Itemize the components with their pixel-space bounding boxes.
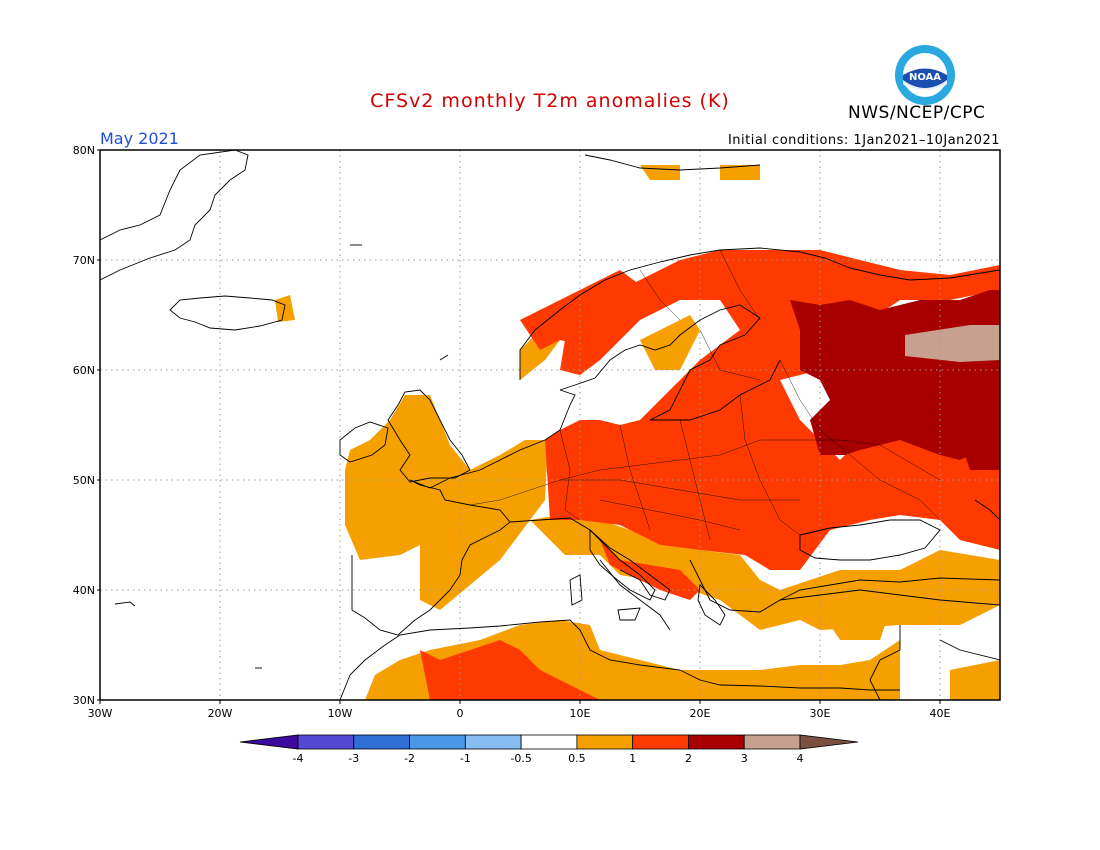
latitude-label: 40N	[73, 584, 95, 597]
coastlines	[100, 150, 1000, 700]
colorbar	[239, 734, 859, 750]
longitude-label: 30E	[810, 707, 831, 720]
colorbar-label: -3	[348, 752, 359, 765]
longitude-label: 40E	[930, 707, 951, 720]
colorbar-label: 1	[629, 752, 636, 765]
forecast-month: May 2021	[100, 129, 179, 148]
longitude-labels: 30W 20W 10W 0 10E 20E 30E 40E	[88, 700, 951, 720]
colorbar-segment	[409, 734, 466, 750]
colorbar-label: -0.5	[510, 752, 531, 765]
longitude-label: 10W	[328, 707, 353, 720]
colorbar-segment	[576, 734, 634, 750]
colorbar-lower-extension	[239, 734, 299, 750]
agency-label: NWS/NCEP/CPC	[848, 103, 986, 123]
latitude-label: 30N	[73, 694, 95, 707]
colorbar-segment	[297, 734, 355, 750]
colorbar-segment	[464, 734, 522, 750]
colorbar-segment	[353, 734, 410, 750]
colorbar-label: -1	[460, 752, 471, 765]
map-title: CFSv2 monthly T2m anomalies (K)	[370, 90, 730, 112]
colorbar-label: 3	[741, 752, 748, 765]
latitude-label: 50N	[73, 474, 95, 487]
latitude-label: 60N	[73, 364, 95, 377]
colorbar-label: -2	[404, 752, 415, 765]
colorbar-label: 4	[797, 752, 804, 765]
longitude-label: 10E	[570, 707, 591, 720]
longitude-label: 20W	[208, 707, 233, 720]
colorbar-segment	[688, 734, 745, 750]
colorbar-labels: -4 -3 -2 -1 -0.5 0.5 1 2 3 4	[293, 752, 804, 765]
longitude-label: 0	[457, 707, 464, 720]
country-borders	[469, 249, 941, 541]
noaa-logo-text: NOAA	[909, 72, 941, 83]
colorbar-segment	[520, 734, 578, 750]
colorbar-label: 2	[685, 752, 692, 765]
longitude-label: 20E	[690, 707, 711, 720]
latitude-label: 70N	[73, 254, 95, 267]
initial-conditions: Initial conditions: 1Jan2021–10Jan2021	[727, 133, 1000, 148]
colorbar-segment	[632, 734, 689, 750]
colorbar-upper-extension	[799, 734, 859, 750]
colorbar-segment	[743, 734, 801, 750]
longitude-label: 30W	[88, 707, 113, 720]
colorbar-label: 0.5	[568, 752, 586, 765]
latitude-label: 80N	[73, 144, 95, 157]
map-field	[100, 150, 1000, 700]
latitude-labels: 80N 70N 60N 50N 40N 30N	[73, 144, 100, 707]
map-frame	[99, 149, 1001, 701]
map-gridlines	[100, 150, 1000, 700]
noaa-logo: NOAA	[895, 45, 955, 105]
colorbar-label: -4	[293, 752, 304, 765]
anomaly-tan-region	[905, 325, 1000, 362]
